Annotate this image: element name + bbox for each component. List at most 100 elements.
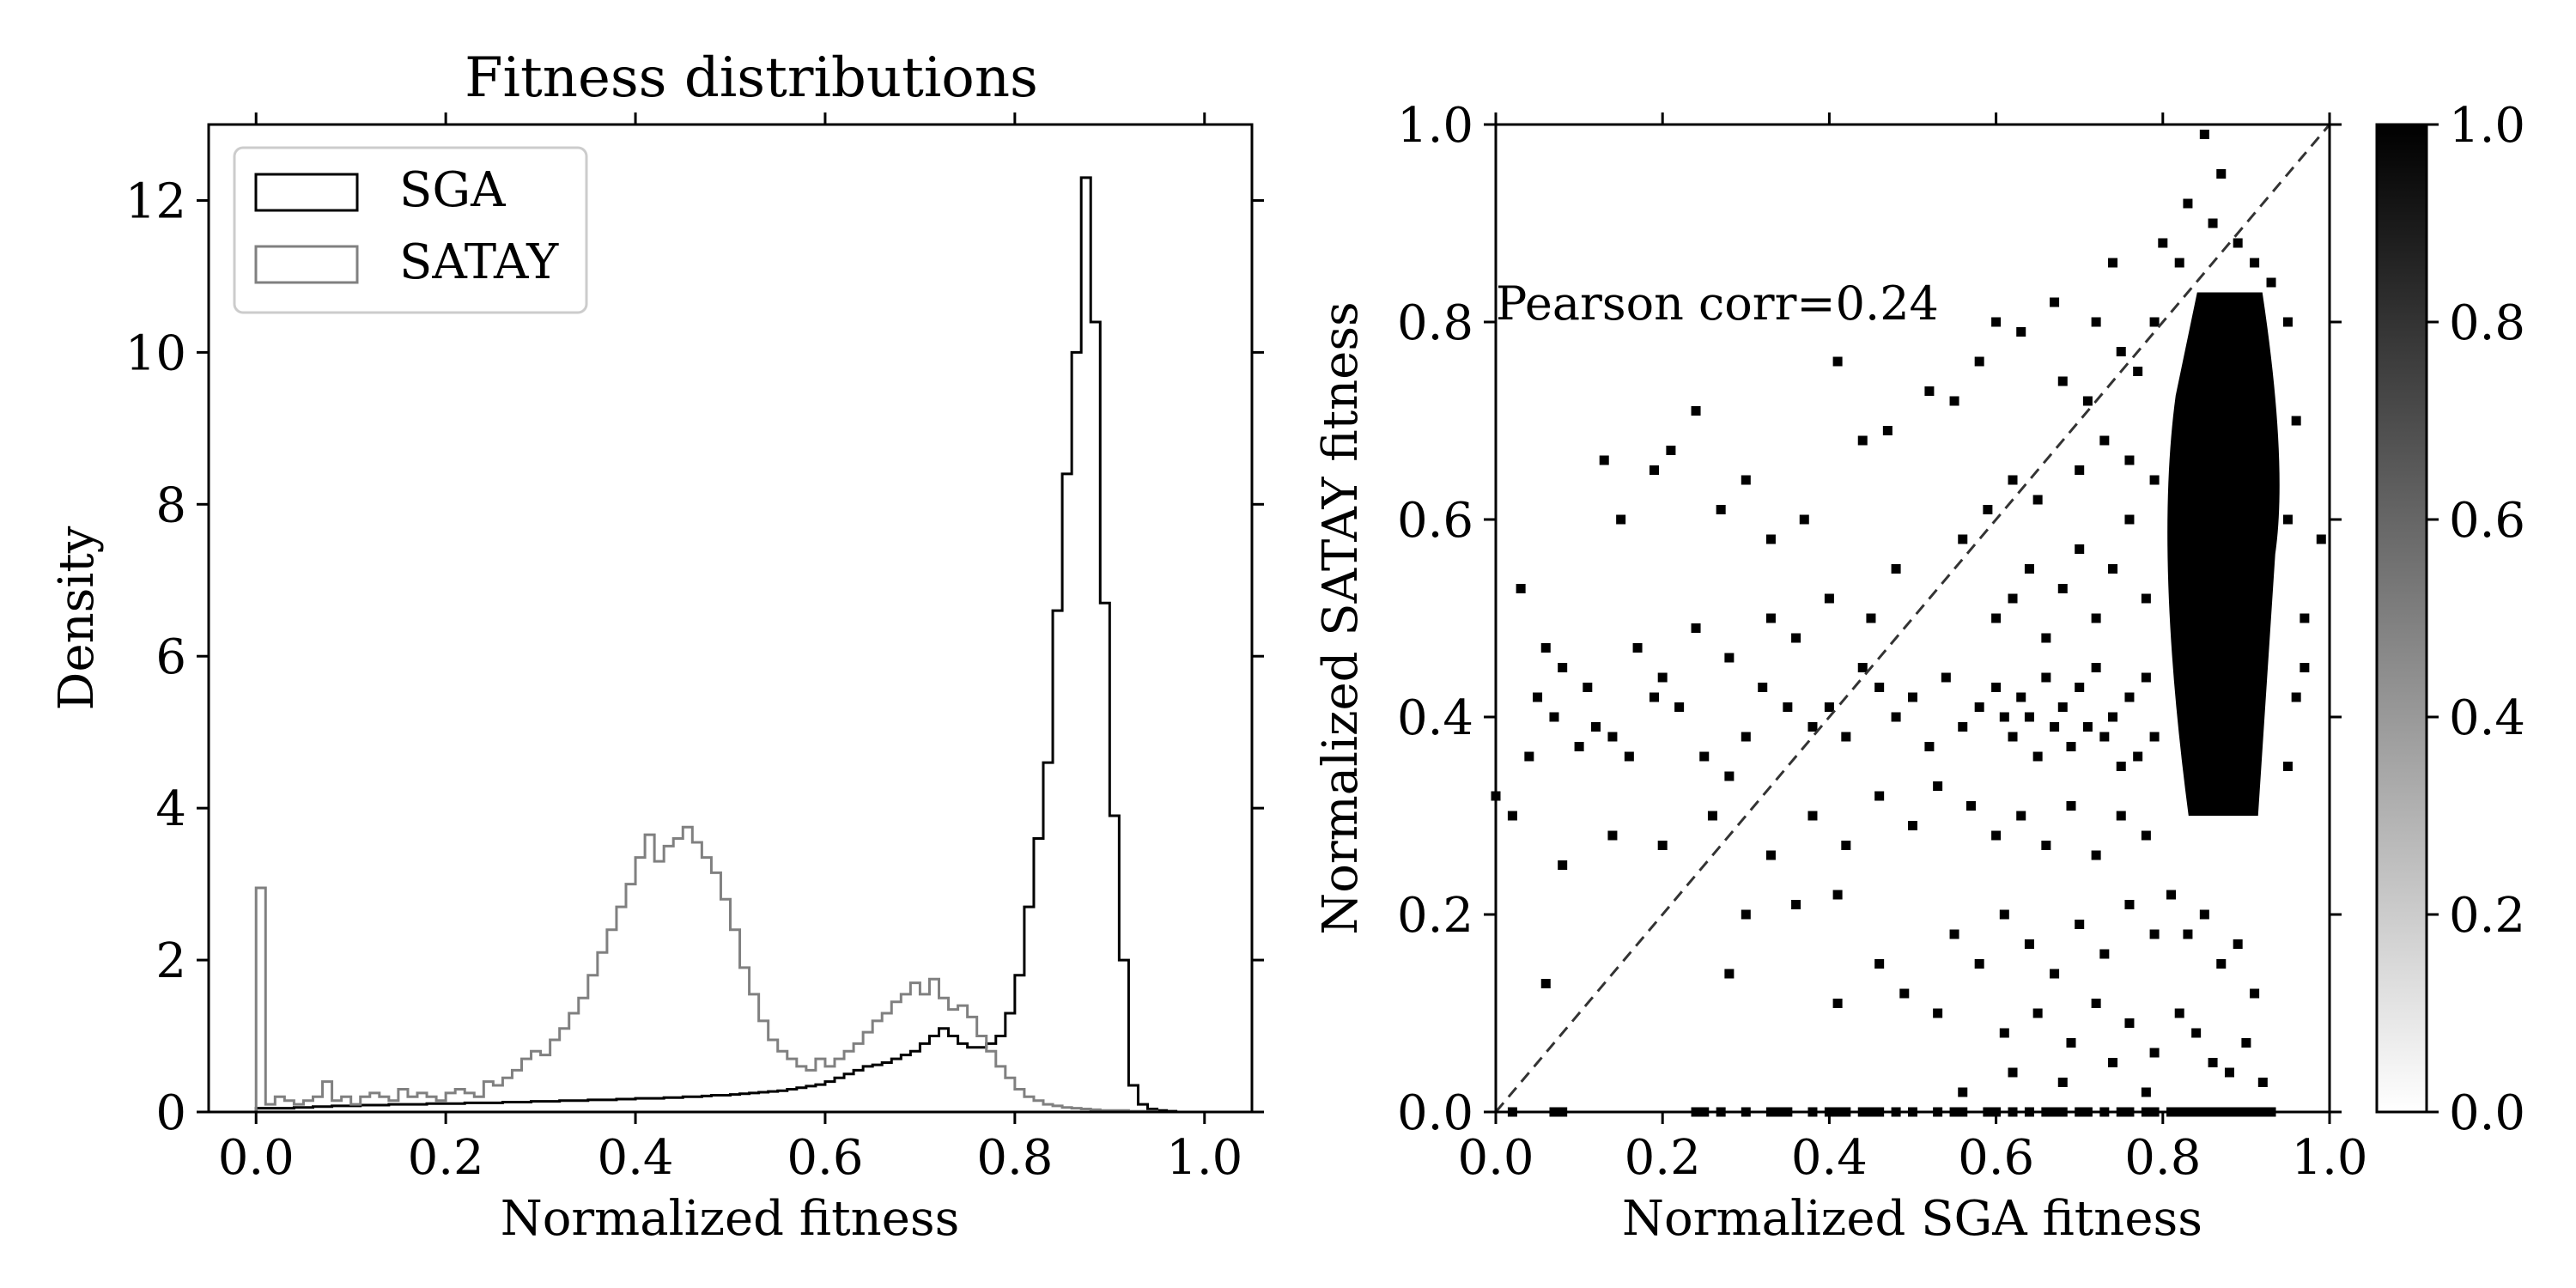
heatmap-cell (1991, 830, 2002, 841)
heatmap-cell (2300, 663, 2310, 672)
heatmap-cell (2032, 495, 2043, 505)
heatmap-cell (1965, 801, 1976, 811)
heatmap-plot-area (1491, 130, 2326, 1117)
heatmap-cell (1616, 514, 1626, 525)
heatmap-cell (1791, 633, 1801, 643)
heatmap-cell (2091, 850, 2101, 860)
heatmap-cell (2008, 475, 2018, 485)
heatmap-cell (2250, 988, 2260, 999)
heatmap-cell (2057, 702, 2068, 712)
heatmap-cell (2041, 672, 2051, 683)
hist-y-tick-label: 2 (155, 933, 186, 989)
heatmap-cell (2174, 1008, 2184, 1018)
heatmap-y-tick-label: 0.8 (1397, 295, 1473, 351)
heatmap-cell (2099, 435, 2110, 446)
heatmap-cell (1791, 900, 1801, 909)
heatmap-x-tick-label: 1.0 (2291, 1130, 2367, 1186)
heatmap-cell (1908, 821, 1917, 830)
hist-x-label: Normalized fitness (501, 1191, 960, 1247)
heatmap-cell (1991, 683, 2002, 692)
heatmap-cell (2166, 890, 2177, 900)
heatmap-cell (2141, 672, 2151, 683)
hist-series-sga (254, 176, 1205, 1114)
colorbar-ticks: 0.0 0.2 0.4 0.6 0.8 1.0 (2427, 98, 2525, 1141)
colorbar-tick-label: 0.8 (2449, 295, 2525, 351)
heatmap-cell (2024, 939, 2034, 949)
heatmap-cell (2075, 544, 2085, 554)
heatmap-cell (1699, 751, 1710, 762)
hist-x-tick-label: 0.4 (598, 1130, 674, 1186)
heatmap-cell (1857, 435, 1868, 446)
legend-swatch-sga (254, 173, 359, 212)
heatmap-cell (1507, 811, 1517, 821)
heatmap-cell (2108, 258, 2118, 268)
heatmap-cell (2300, 613, 2310, 623)
heatmap-cell (2149, 475, 2160, 485)
hist-x-tick-label: 0.8 (976, 1130, 1053, 1186)
heatmap-cell (1924, 742, 1935, 751)
heatmap-cell (1666, 446, 1676, 455)
heatmap-cell (2108, 712, 2118, 722)
heatmap-cell (1983, 505, 1993, 514)
colorbar-tick-label: 0.0 (2449, 1085, 2525, 1141)
heatmap-cell (2057, 584, 2068, 593)
heatmap-cell (2032, 1008, 2043, 1018)
heatmap-cell (2233, 238, 2243, 248)
legend-label-satay: SATAY (399, 234, 559, 290)
heatmap-y-tick-label: 0.2 (1397, 888, 1473, 944)
heatmap-y-tick-label: 0.6 (1397, 493, 1473, 549)
heatmap-cell (1549, 712, 1559, 722)
pearson-annotation: Pearson corr=0.24 (1496, 276, 1939, 331)
hist-axes-frame (207, 123, 1254, 1114)
heatmap-cell (1949, 929, 1959, 939)
heatmap-cell (1583, 683, 1593, 692)
hist-y-tick-label: 12 (125, 173, 186, 229)
histogram-panel: Fitness distributions 0.0 0.2 0.4 0.6 0.8 1.0… (49, 46, 1264, 1247)
heatmap-cell (1799, 514, 1809, 525)
hist-y-tick-label: 0 (155, 1085, 186, 1141)
heatmap-cell (1758, 683, 1768, 692)
heatmap-cell (2082, 396, 2093, 406)
heatmap-y-ticks: 0.0 0.2 0.4 0.6 0.8 1.0 (1397, 98, 2342, 1141)
heatmap-cell (1832, 999, 1843, 1008)
heatmap-cell (2282, 317, 2293, 327)
heatmap-cell (2158, 238, 2168, 248)
heatmap-cell (1724, 969, 1735, 979)
heatmap-cell (1591, 722, 1601, 732)
hist-legend: SGA SATAY (233, 146, 588, 314)
heatmap-cell (1891, 564, 1901, 574)
heatmap-cell (1558, 860, 1568, 870)
heatmap-cell (1533, 692, 1543, 702)
heatmap-cell (2233, 939, 2243, 949)
heatmap-cell (1741, 475, 1751, 485)
heatmap-cell (1657, 672, 1668, 683)
heatmap-cell (1691, 406, 1701, 416)
hist-x-ticks: 0.0 0.2 0.4 0.6 0.8 1.0 (218, 112, 1242, 1186)
hist-series-satay (254, 825, 1205, 1114)
heatmap-cell (1674, 702, 1685, 712)
hist-x-tick-label: 0.6 (787, 1130, 863, 1186)
hist-x-tick-label: 0.0 (218, 1130, 295, 1186)
heatmap-cell (2050, 297, 2060, 307)
heatmap-cell (1824, 702, 1834, 712)
heatmap-cell (2016, 811, 2026, 821)
heatmap-cell (1908, 692, 1917, 702)
heatmap-cell (1724, 653, 1735, 663)
heatmap-cell (2091, 663, 2101, 672)
hist-title: Fitness distributions (465, 46, 1038, 110)
heatmap-cell (1716, 505, 1726, 514)
heatmap-cell (1999, 1028, 2009, 1038)
heatmap-cell (2091, 613, 2101, 623)
heatmap-cell (2174, 258, 2184, 268)
heatmap-x-tick-label: 0.4 (1791, 1130, 1868, 1186)
heatmap-cell (2183, 198, 2193, 209)
heatmap-cell (2082, 722, 2093, 732)
diagonal-reference-line (1494, 124, 2331, 1113)
hist-x-tick-label: 0.2 (408, 1130, 484, 1186)
heatmap-cell (1649, 692, 1659, 702)
heatmap-cell (1558, 663, 1568, 672)
heatmap-cell (2124, 455, 2135, 465)
colorbar-tick-label: 0.6 (2449, 493, 2525, 549)
heatmap-cell (2066, 801, 2076, 811)
heatmap-axes-frame (1494, 123, 2331, 1114)
